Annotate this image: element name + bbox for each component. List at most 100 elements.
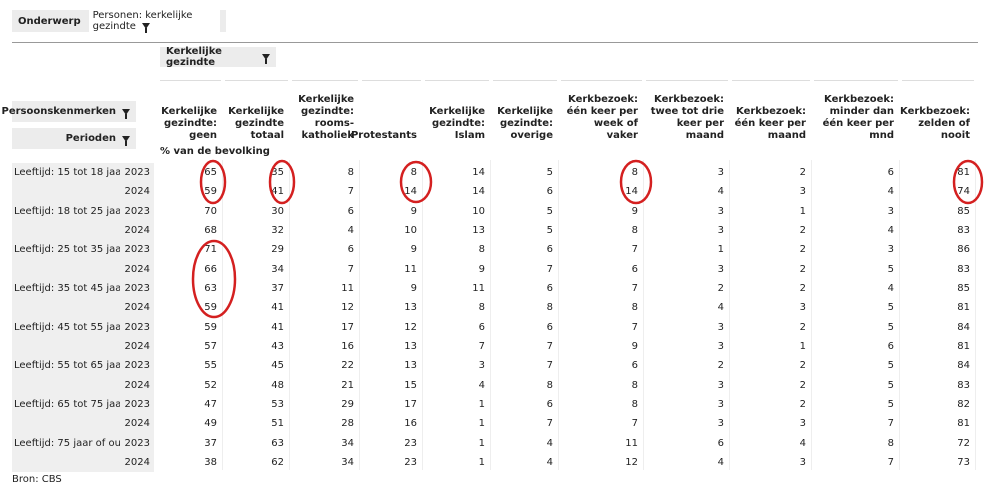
period-label: 2024 xyxy=(120,414,154,434)
cell: 83 xyxy=(957,379,970,391)
cell: 41 xyxy=(271,302,284,314)
cell: 5 xyxy=(546,167,553,178)
row-label xyxy=(12,336,122,357)
cell: 3 xyxy=(717,167,724,178)
filter-icon[interactable] xyxy=(262,54,270,64)
cell: 3 xyxy=(478,360,485,372)
cell: 12 xyxy=(341,302,354,314)
cell: 3 xyxy=(717,340,724,352)
cell: 29 xyxy=(341,398,354,410)
cell: 15 xyxy=(404,379,417,391)
cell: 11 xyxy=(625,437,638,449)
column-header: Kerkbezoek: minder dan één keer per mnd xyxy=(814,80,898,142)
cell: 6 xyxy=(631,263,638,275)
cell: 63 xyxy=(271,437,284,449)
column-header: Kerkbezoek: zelden of nooit xyxy=(900,80,974,142)
row-label: Leeftijd: 18 tot 25 jaar xyxy=(12,201,126,221)
filter-label: Onderwerp xyxy=(18,15,81,27)
row-label: Leeftijd: 45 tot 55 jaar xyxy=(12,317,126,337)
cell: 5 xyxy=(887,263,894,275)
column-header: Kerkbezoek: één keer per week of vaker xyxy=(561,80,642,142)
cell: 4 xyxy=(799,437,806,449)
cell: 1 xyxy=(478,398,485,410)
cell: 84 xyxy=(957,360,970,372)
cell: 9 xyxy=(410,282,417,294)
cell: 4 xyxy=(887,282,894,294)
cell: 5 xyxy=(887,398,894,410)
cell: 41 xyxy=(271,186,284,198)
cell: 1 xyxy=(478,437,485,449)
row-label xyxy=(12,375,122,395)
cell: 3 xyxy=(717,321,724,333)
cell: 16 xyxy=(404,418,417,430)
cell: 68 xyxy=(204,224,217,236)
cell: 52 xyxy=(204,379,217,391)
cell: 81 xyxy=(957,302,970,314)
cell: 8 xyxy=(631,224,638,236)
cell: 2 xyxy=(799,263,806,275)
cell: 4 xyxy=(546,456,553,468)
period-label: 2023 xyxy=(120,163,154,183)
cell: 7 xyxy=(546,360,553,372)
period-label: 2023 xyxy=(120,278,154,299)
period-label: 2024 xyxy=(120,336,154,357)
cell: 3 xyxy=(717,263,724,275)
cell: 32 xyxy=(271,224,284,236)
cell: 4 xyxy=(478,379,485,391)
period-label: 2024 xyxy=(120,298,154,318)
cell: 6 xyxy=(478,321,485,333)
cell: 2 xyxy=(799,244,806,256)
cell: 10 xyxy=(472,205,485,217)
cell: 4 xyxy=(546,437,553,449)
period-label: 2024 xyxy=(120,259,154,279)
cell: 6 xyxy=(546,244,553,256)
cell: 83 xyxy=(957,263,970,275)
filter-icon[interactable] xyxy=(122,135,130,146)
cell: 2 xyxy=(799,398,806,410)
cell: 7 xyxy=(478,340,485,352)
cell: 16 xyxy=(341,340,354,352)
filter-icon[interactable] xyxy=(141,23,150,33)
cell: 43 xyxy=(271,340,284,352)
cell: 9 xyxy=(410,205,417,217)
column-header: Kerkelijke gezindte: geen xyxy=(160,80,221,142)
cell: 2 xyxy=(717,282,724,294)
cell: 49 xyxy=(204,418,217,430)
cell: 23 xyxy=(404,456,417,468)
period-label: 2023 xyxy=(120,240,154,260)
filter-icon[interactable] xyxy=(122,108,130,119)
row-dimension-label: Perioden xyxy=(65,133,116,144)
cell: 59 xyxy=(204,302,217,314)
cell: 6 xyxy=(631,360,638,372)
filter-value[interactable]: Personen: kerkelijke gezindte xyxy=(88,7,220,35)
cell: 6 xyxy=(347,205,354,217)
source: Bron: CBS xyxy=(12,474,62,485)
cell: 10 xyxy=(404,224,417,236)
cell: 1 xyxy=(799,340,806,352)
period-label: 2024 xyxy=(120,182,154,202)
cell: 7 xyxy=(887,456,894,468)
cell: 13 xyxy=(404,302,417,314)
cell: 5 xyxy=(546,224,553,236)
cell: 2 xyxy=(799,321,806,333)
cell: 1 xyxy=(478,456,485,468)
column-line xyxy=(643,160,644,470)
cell: 2 xyxy=(799,360,806,372)
row-label xyxy=(12,414,122,434)
cell: 23 xyxy=(404,437,417,449)
cell: 34 xyxy=(341,456,354,468)
row-label: Leeftijd: 55 tot 65 jaar xyxy=(12,356,126,376)
column-dimension[interactable]: Kerkelijke gezindte xyxy=(160,46,276,68)
cell: 9 xyxy=(631,205,638,217)
row-dimension[interactable]: Persoonskenmerken xyxy=(1,101,136,122)
cell: 7 xyxy=(546,418,553,430)
row-dimension[interactable]: Perioden xyxy=(12,128,136,149)
cell: 6 xyxy=(887,167,894,178)
column-line xyxy=(899,160,900,470)
cell: 2 xyxy=(717,360,724,372)
cell: 4 xyxy=(347,224,354,236)
column-line xyxy=(975,160,976,470)
column-header: Kerkelijke gezindte totaal xyxy=(225,80,288,142)
cell: 29 xyxy=(271,244,284,256)
cell: 4 xyxy=(887,186,894,198)
